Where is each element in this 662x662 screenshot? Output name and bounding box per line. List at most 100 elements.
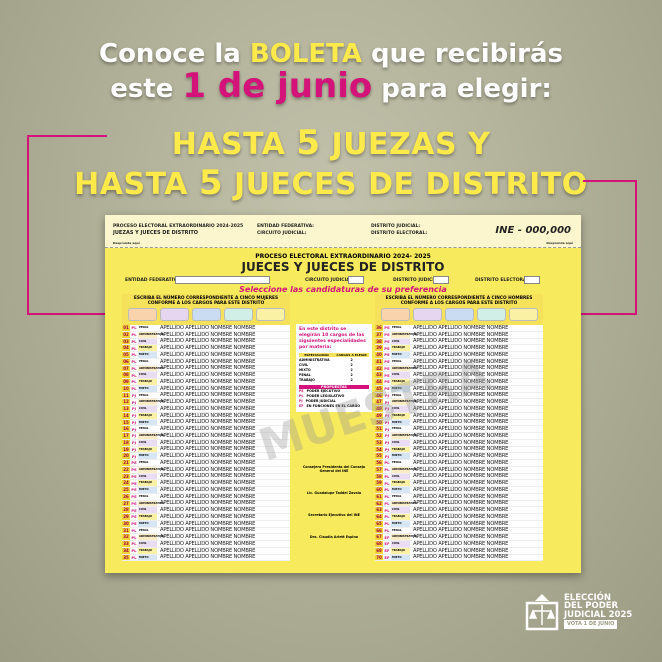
candidate-row: 68 EF CIVIL APELLIDO APELLIDO NOMBRE NOMBRE [375, 541, 543, 548]
power-code: PJ [131, 453, 137, 459]
ballot: PROCESO ELECTORAL EXTRAORDINARIO 2024-20… [105, 215, 581, 573]
power-code: PL [384, 494, 390, 500]
candidate-number: 40 [375, 352, 383, 358]
vote-box[interactable] [444, 308, 474, 321]
candidate-number: 15 [122, 419, 130, 426]
power-code: PL [131, 548, 137, 554]
vote-box[interactable] [159, 308, 189, 321]
power-code: PJ [384, 433, 390, 439]
specialty-table: ESPECIALIDAD CARGOS A ELEGIR ADMINISTRATIV… [299, 353, 369, 382]
specialty: MIXTO [391, 453, 410, 459]
power-code: PL [131, 325, 137, 331]
candidate-row: 46 PJ PENAL APELLIDO APELLIDO NOMBRE NOMBRE [375, 392, 543, 400]
vote-box[interactable] [476, 308, 506, 321]
candidate-name: APELLIDO APELLIDO NOMBRE NOMBRE [160, 324, 256, 331]
candidate-row: 05 PL MIXTO APELLIDO APELLIDO NOMBRE NOMBRE [122, 352, 290, 359]
candidate-row: 16 PJ PENAL APELLIDO APELLIDO NOMBRE NOMBRE [122, 426, 290, 433]
vote-box[interactable] [508, 308, 538, 321]
specialty: CIVIL [138, 338, 157, 345]
candidate-name: APELLIDO APELLIDO NOMBRE NOMBRE [413, 365, 509, 372]
candidate-name: APELLIDO APELLIDO NOMBRE NOMBRE [413, 345, 509, 352]
pointer-line-right [545, 313, 637, 315]
signature-title: Consejera Presidenta del Consejo General… [302, 465, 366, 473]
headline-boleta: BOLETA [249, 39, 362, 69]
women-column: ESCRIBA EL NÚMERO CORRESPONDIENTE A CINC… [122, 294, 290, 562]
specialty: PENAL [391, 358, 410, 365]
candidate-name: APELLIDO APELLIDO NOMBRE NOMBRE [413, 324, 509, 331]
candidate-row: 23 PE CIVIL APELLIDO APELLIDO NOMBRE NOMBRE [122, 473, 290, 481]
candidate-name: APELLIDO APELLIDO NOMBRE NOMBRE [160, 554, 256, 561]
specialty: MIXTO [391, 419, 410, 426]
specialty: MIXTO [391, 487, 410, 493]
candidate-row: 36 PE PENAL APELLIDO APELLIDO NOMBRE NOMBRE [375, 325, 543, 332]
candidate-number: 05 [122, 352, 130, 358]
specialty: PENAL [138, 460, 157, 466]
candidate-row: 01 PL PENAL APELLIDO APELLIDO NOMBRE NOMBRE [122, 325, 290, 332]
power-code: PL [131, 386, 137, 392]
headline-text: HASTA [74, 167, 199, 202]
stub-circuito: CIRCUITO JUDICIAL: [257, 231, 307, 236]
distrito-electoral-field[interactable] [524, 276, 540, 284]
circuito-field[interactable] [348, 276, 364, 284]
candidate-number: 41 [375, 358, 383, 365]
candidate-name: APELLIDO APELLIDO NOMBRE NOMBRE [413, 547, 509, 554]
entidad-field[interactable] [175, 276, 270, 284]
specialty: PENAL [138, 325, 157, 331]
specialty: MIXTO [391, 554, 410, 561]
power-code: PJ [384, 399, 390, 405]
power-code: PE [299, 389, 304, 393]
candidate-number: 21 [122, 460, 130, 466]
vote-box[interactable] [380, 308, 410, 321]
power-code: PE [131, 487, 137, 493]
specialty: ADMINISTRATIVA [138, 466, 164, 473]
candidate-name: APELLIDO APELLIDO NOMBRE NOMBRE [160, 372, 256, 379]
candidate-row: 25 PE MIXTO APELLIDO APELLIDO NOMBRE NOMBRE [122, 487, 290, 494]
candidate-number: 20 [122, 453, 130, 459]
power-code: PE [131, 480, 137, 486]
candidate-number: 56 [375, 460, 383, 466]
specialty: PENAL [391, 460, 410, 466]
specialty: MIXTO [138, 520, 157, 527]
candidate-name: APELLIDO APELLIDO NOMBRE NOMBRE [413, 554, 509, 561]
candidate-row: 47 PJ ADMINISTRATIVA APELLIDO APELLIDO NOMB… [375, 399, 543, 406]
specialty-name: ADMINISTRATIVA [299, 357, 330, 362]
candidate-number: 28 [122, 507, 130, 513]
headline-question: Conoce la BOLETA que recibirás este 1 de… [0, 38, 662, 105]
distrito-judicial-field[interactable] [433, 276, 449, 284]
candidate-name: APELLIDO APELLIDO NOMBRE NOMBRE [160, 345, 256, 352]
candidate-name: APELLIDO APELLIDO NOMBRE NOMBRE [160, 446, 256, 453]
vote-box[interactable] [255, 308, 285, 321]
power-code: PL [131, 534, 137, 540]
headline-text: Conoce la [98, 39, 250, 69]
candidate-number: 49 [375, 412, 383, 419]
district-info-box: En este distrito se elegirán 10 cargos d… [296, 324, 372, 412]
candidate-name: APELLIDO APELLIDO NOMBRE NOMBRE [160, 534, 256, 541]
power-code: PL [131, 379, 137, 385]
candidate-row: 03 PL CIVIL APELLIDO APELLIDO NOMBRE NOMBRE [122, 338, 290, 346]
power-legend-item: PE PODER EJECUTIVO [299, 389, 369, 394]
power-code: PJ [131, 426, 137, 432]
candidate-number: 45 [375, 385, 383, 392]
specialty: CIVIL [391, 338, 410, 345]
power-code: PE [384, 345, 390, 351]
candidate-number: 25 [122, 487, 130, 493]
candidate-number: 30 [122, 520, 130, 527]
vote-box[interactable] [412, 308, 442, 321]
vote-box[interactable] [223, 308, 253, 321]
power-code: PE [131, 500, 137, 506]
headline-text: JUECES DE DISTRITO [223, 167, 588, 202]
power-code: PL [384, 521, 390, 527]
candidate-name: APELLIDO APELLIDO NOMBRE NOMBRE [160, 507, 256, 514]
detach-label: Desprenda aquí [546, 241, 573, 245]
candidate-number: 62 [375, 500, 383, 507]
signatures: Consejera Presidenta del Consejo General… [296, 465, 372, 557]
power-code: PE [131, 494, 137, 500]
candidate-name: APELLIDO APELLIDO NOMBRE NOMBRE [160, 520, 256, 527]
distrito-electoral-label: DISTRITO ELECTORAL [475, 278, 530, 283]
candidate-name: APELLIDO APELLIDO NOMBRE NOMBRE [413, 507, 509, 514]
candidate-number: 14 [122, 412, 130, 419]
candidate-name: APELLIDO APELLIDO NOMBRE NOMBRE [413, 405, 509, 412]
vote-box[interactable] [127, 308, 157, 321]
power-code: PL [384, 480, 390, 486]
vote-box[interactable] [191, 308, 221, 321]
